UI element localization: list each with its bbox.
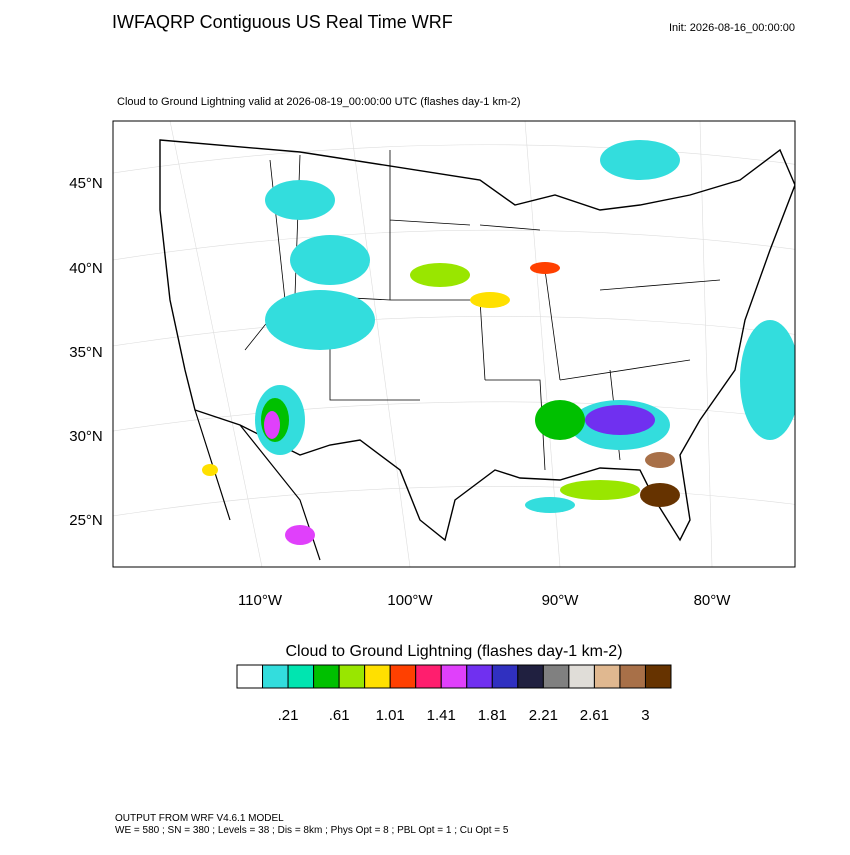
colorbar-label: 3 bbox=[641, 707, 649, 724]
us-outline bbox=[159, 139, 795, 542]
colorbar-box bbox=[568, 664, 595, 689]
lon-labels: 110°W 100°W 90°W 80°W bbox=[238, 592, 731, 609]
colorbar-box bbox=[415, 664, 442, 689]
colorbar-label: 2.21 bbox=[529, 707, 558, 724]
colorbar-label: 1.81 bbox=[478, 707, 507, 724]
init-time: Init: 2026-08-16_00:00:00 bbox=[669, 22, 795, 34]
lat-labels: 45°N 40°N 35°N 30°N 25°N bbox=[69, 175, 103, 529]
map: 45°N 40°N 35°N 30°N 25°N 110°W 100°W 90°… bbox=[69, 120, 796, 609]
lon-label: 80°W bbox=[694, 592, 732, 609]
colorbar: .21 .61 1.01 1.41 1.81 2.21 2.61 3 bbox=[236, 664, 672, 724]
colorbar-box bbox=[364, 664, 391, 689]
colorbar-label: 2.61 bbox=[580, 707, 609, 724]
footer-line: WE = 580 ; SN = 380 ; Levels = 38 ; Dis … bbox=[115, 825, 509, 836]
map-subtitle: Cloud to Ground Lightning valid at 2026-… bbox=[117, 96, 521, 108]
lat-label: 25°N bbox=[69, 512, 103, 529]
lon-label: 100°W bbox=[387, 592, 433, 609]
lat-label: 30°N bbox=[69, 428, 103, 445]
map-frame bbox=[112, 120, 796, 568]
colorbar-box bbox=[236, 664, 264, 689]
lon-label: 90°W bbox=[542, 592, 580, 609]
graticule bbox=[113, 121, 795, 567]
lat-label: 45°N bbox=[69, 175, 103, 192]
colorbar-title: Cloud to Ground Lightning (flashes day-1… bbox=[285, 643, 622, 660]
colorbar-box bbox=[593, 664, 621, 689]
lat-label: 40°N bbox=[69, 260, 103, 277]
colorbar-label: 1.41 bbox=[427, 707, 456, 724]
footer-line: OUTPUT FROM WRF V4.6.1 MODEL bbox=[115, 813, 284, 824]
lightning-areas bbox=[202, 140, 795, 545]
colorbar-box bbox=[287, 664, 315, 689]
colorbar-box bbox=[338, 664, 366, 689]
colorbar-box bbox=[440, 664, 468, 689]
lon-label: 110°W bbox=[238, 592, 283, 609]
colorbar-box bbox=[389, 664, 417, 689]
colorbar-box bbox=[542, 664, 570, 689]
lat-label: 35°N bbox=[69, 344, 103, 361]
colorbar-box bbox=[644, 664, 672, 689]
colorbar-label: 1.01 bbox=[376, 707, 405, 724]
colorbar-box bbox=[313, 664, 340, 689]
colorbar-box bbox=[517, 664, 544, 689]
colorbar-box bbox=[262, 664, 289, 689]
colorbar-label: .61 bbox=[329, 707, 350, 724]
colorbar-box bbox=[491, 664, 519, 689]
colorbar-label: .21 bbox=[278, 707, 299, 724]
map-body bbox=[113, 121, 795, 567]
title: IWFAQRP Contiguous US Real Time WRF bbox=[112, 12, 453, 32]
colorbar-box bbox=[466, 664, 493, 689]
colorbar-box bbox=[619, 664, 646, 689]
